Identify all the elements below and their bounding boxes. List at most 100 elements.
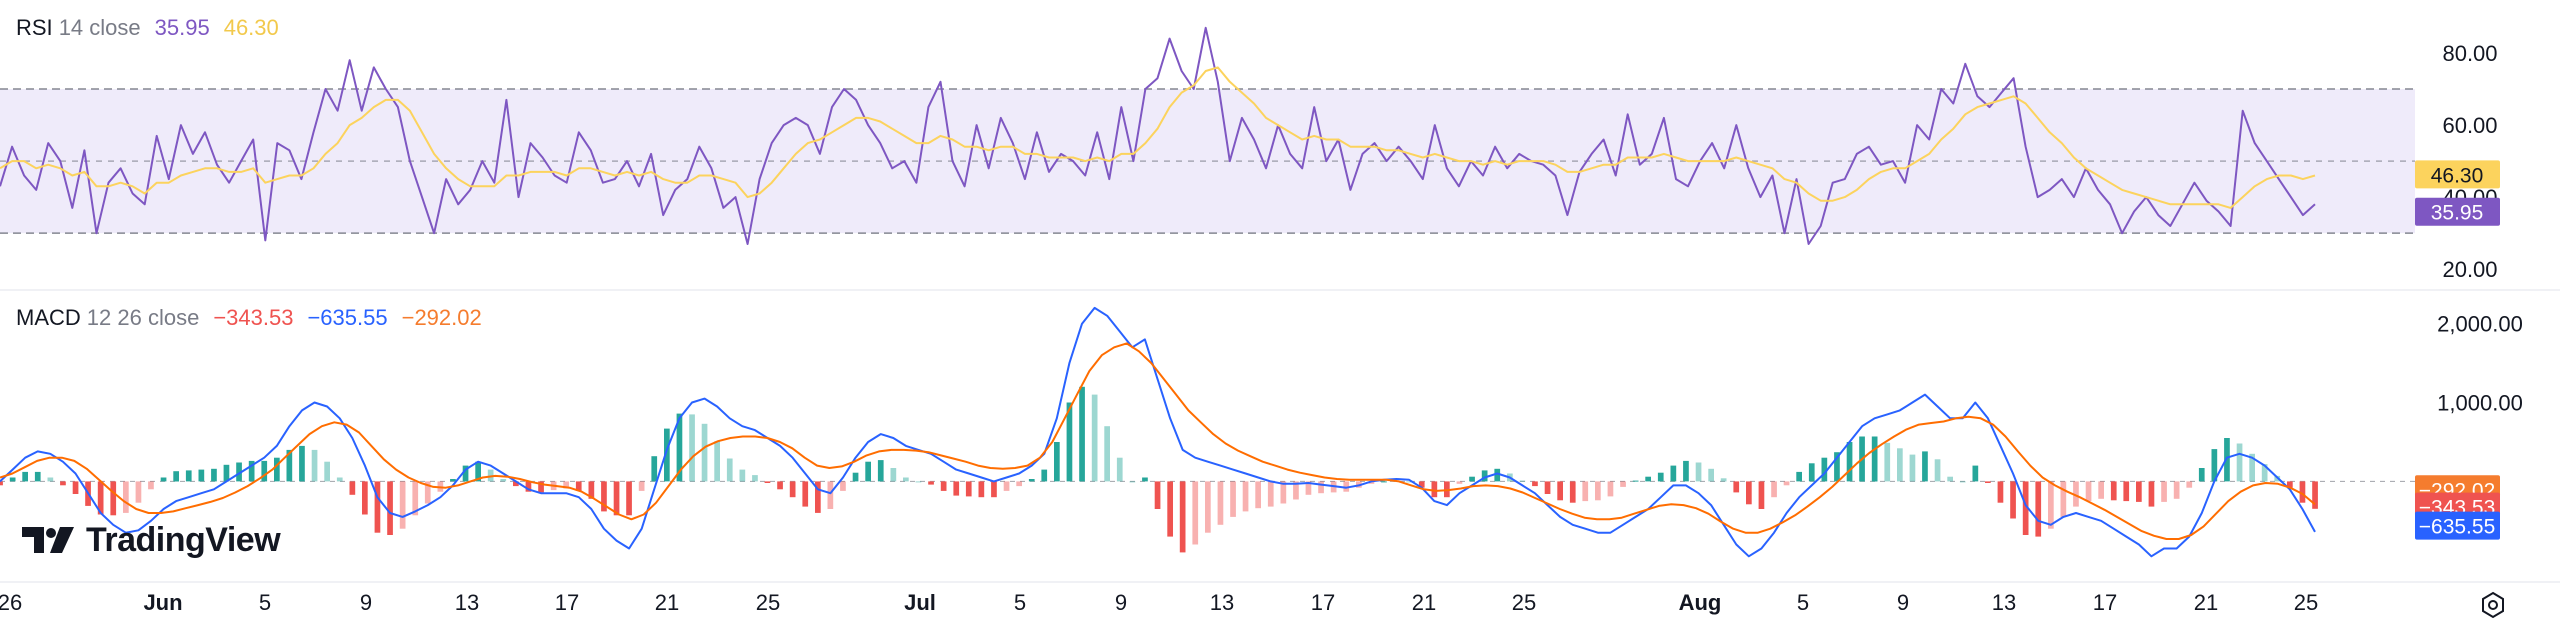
time-axis-tick: 17 — [2093, 590, 2117, 615]
histogram-bar — [1632, 480, 1639, 482]
macd-legend-value-3: −292.02 — [401, 305, 482, 330]
price-axis[interactable]: 80.0060.0040.0020.002,000.001,000.0046.3… — [2415, 41, 2523, 540]
histogram-bar — [1657, 472, 1664, 482]
histogram-bar — [538, 481, 544, 493]
time-axis-tick: 21 — [1412, 590, 1436, 615]
time-axis-tick: 17 — [1311, 590, 1335, 615]
rsi-legend[interactable]: RSI 14 close 35.95 46.30 — [16, 15, 279, 41]
macd-pane[interactable] — [0, 306, 2415, 558]
rsi-ma-legend-value: 46.30 — [223, 15, 279, 40]
histogram-bar — [2085, 481, 2092, 502]
histogram-bar — [1834, 452, 1840, 482]
macd-signal-badge — [2415, 511, 2500, 540]
histogram-bar — [915, 481, 922, 483]
histogram-bar — [777, 481, 783, 490]
histogram-bar — [1368, 481, 1375, 484]
histogram-bar — [2022, 481, 2029, 535]
histogram-bar — [248, 460, 255, 482]
rsi-ma-badge — [2415, 160, 2500, 189]
gear-icon[interactable] — [2478, 590, 2508, 620]
histogram-bar — [1985, 481, 1991, 483]
histogram-bar — [1418, 481, 1425, 488]
time-axis-tick: 17 — [555, 590, 579, 615]
histogram-bar — [2287, 481, 2293, 488]
histogram-bar — [1670, 465, 1677, 482]
histogram-bar — [412, 481, 419, 516]
rsi-pane[interactable] — [0, 26, 2415, 245]
macd-params: 12 26 close — [86, 305, 200, 330]
rsi-axis-tick: 60.00 — [2442, 113, 2497, 138]
histogram-bar — [0, 481, 3, 486]
tradingview-logo[interactable]: TradingView — [20, 520, 281, 560]
histogram-bar — [97, 481, 104, 515]
histogram-bar — [1481, 470, 1488, 482]
histogram-bar — [1280, 481, 1287, 504]
histogram-bar — [261, 460, 268, 482]
histogram-bar — [1746, 481, 1752, 505]
macd-line — [0, 306, 2316, 558]
histogram-bar — [726, 458, 733, 482]
rsi-ma-badge-text: 46.30 — [2431, 164, 2484, 187]
histogram-bar — [1758, 481, 1765, 509]
rsi-line — [0, 26, 2316, 245]
histogram-bar — [1406, 481, 1412, 483]
histogram-bar — [513, 481, 519, 487]
histogram-bar — [286, 449, 293, 482]
histogram-bar — [387, 481, 393, 535]
histogram-bar — [815, 481, 821, 513]
histogram-bar — [1494, 468, 1501, 482]
histogram-bar — [1519, 480, 1526, 482]
histogram-bar — [349, 481, 356, 495]
time-axis-tick: 25 — [1512, 590, 1536, 615]
rsi-ma-line — [0, 66, 2316, 209]
histogram-bar — [1884, 442, 1891, 482]
histogram-bar — [1720, 478, 1727, 482]
histogram-bar — [1104, 426, 1110, 482]
histogram-bar — [689, 414, 695, 482]
macd-legend[interactable]: MACD 12 26 close −343.53 −635.55 −292.02 — [16, 305, 482, 331]
time-axis-tick: 9 — [1115, 590, 1127, 615]
histogram-bar — [1255, 481, 1261, 509]
histogram-bar — [47, 477, 54, 482]
rsi-badge-text: 35.95 — [2431, 202, 2484, 225]
histogram-bar — [2060, 481, 2067, 517]
histogram-bar — [676, 413, 683, 482]
histogram-bar — [1871, 436, 1878, 482]
histogram-bar — [1217, 481, 1224, 525]
time-axis-tick: Aug — [1679, 590, 1722, 615]
histogram-bar — [991, 481, 997, 498]
time-axis-tick: 9 — [1897, 590, 1909, 615]
histogram-bar — [211, 468, 217, 482]
histogram-bar — [1972, 465, 1979, 482]
histogram-bar — [651, 456, 658, 482]
time-axis-tick: 25 — [2294, 590, 2318, 615]
histogram-bar — [1808, 463, 1815, 482]
histogram-bar — [1305, 481, 1312, 495]
histogram-bar — [903, 477, 909, 482]
macd-signal-badge-text: −635.55 — [2419, 516, 2496, 539]
time-axis-tick: Jun — [143, 590, 182, 615]
histogram-bar — [2198, 468, 2205, 482]
histogram-bar — [1569, 481, 1576, 503]
histogram-bar — [336, 477, 343, 482]
histogram-bar — [1242, 481, 1249, 512]
time-axis-tick: 25 — [756, 590, 780, 615]
histogram-bar — [9, 477, 16, 482]
histogram-bar — [299, 445, 305, 482]
histogram-bar — [1129, 481, 1136, 483]
histogram-bar — [613, 481, 620, 516]
histogram-bar — [928, 481, 934, 485]
histogram-bar — [1028, 479, 1035, 482]
histogram-bar — [840, 481, 846, 491]
time-axis[interactable]: 26 Jun 5 9 13 17 21 25 Jul 5 9 13 17 21 25 Aug 5 9 13 17 21 2… — [0, 590, 2318, 615]
histogram-bar — [236, 462, 242, 482]
histogram-bar — [1620, 481, 1626, 487]
histogram-bar — [198, 469, 205, 482]
histogram-bar — [1771, 481, 1777, 498]
histogram-bar — [1054, 442, 1060, 482]
histogram-bar — [1821, 457, 1828, 482]
histogram-bar — [940, 481, 947, 491]
time-axis-tick: 13 — [1210, 590, 1234, 615]
histogram-bar — [362, 481, 368, 515]
